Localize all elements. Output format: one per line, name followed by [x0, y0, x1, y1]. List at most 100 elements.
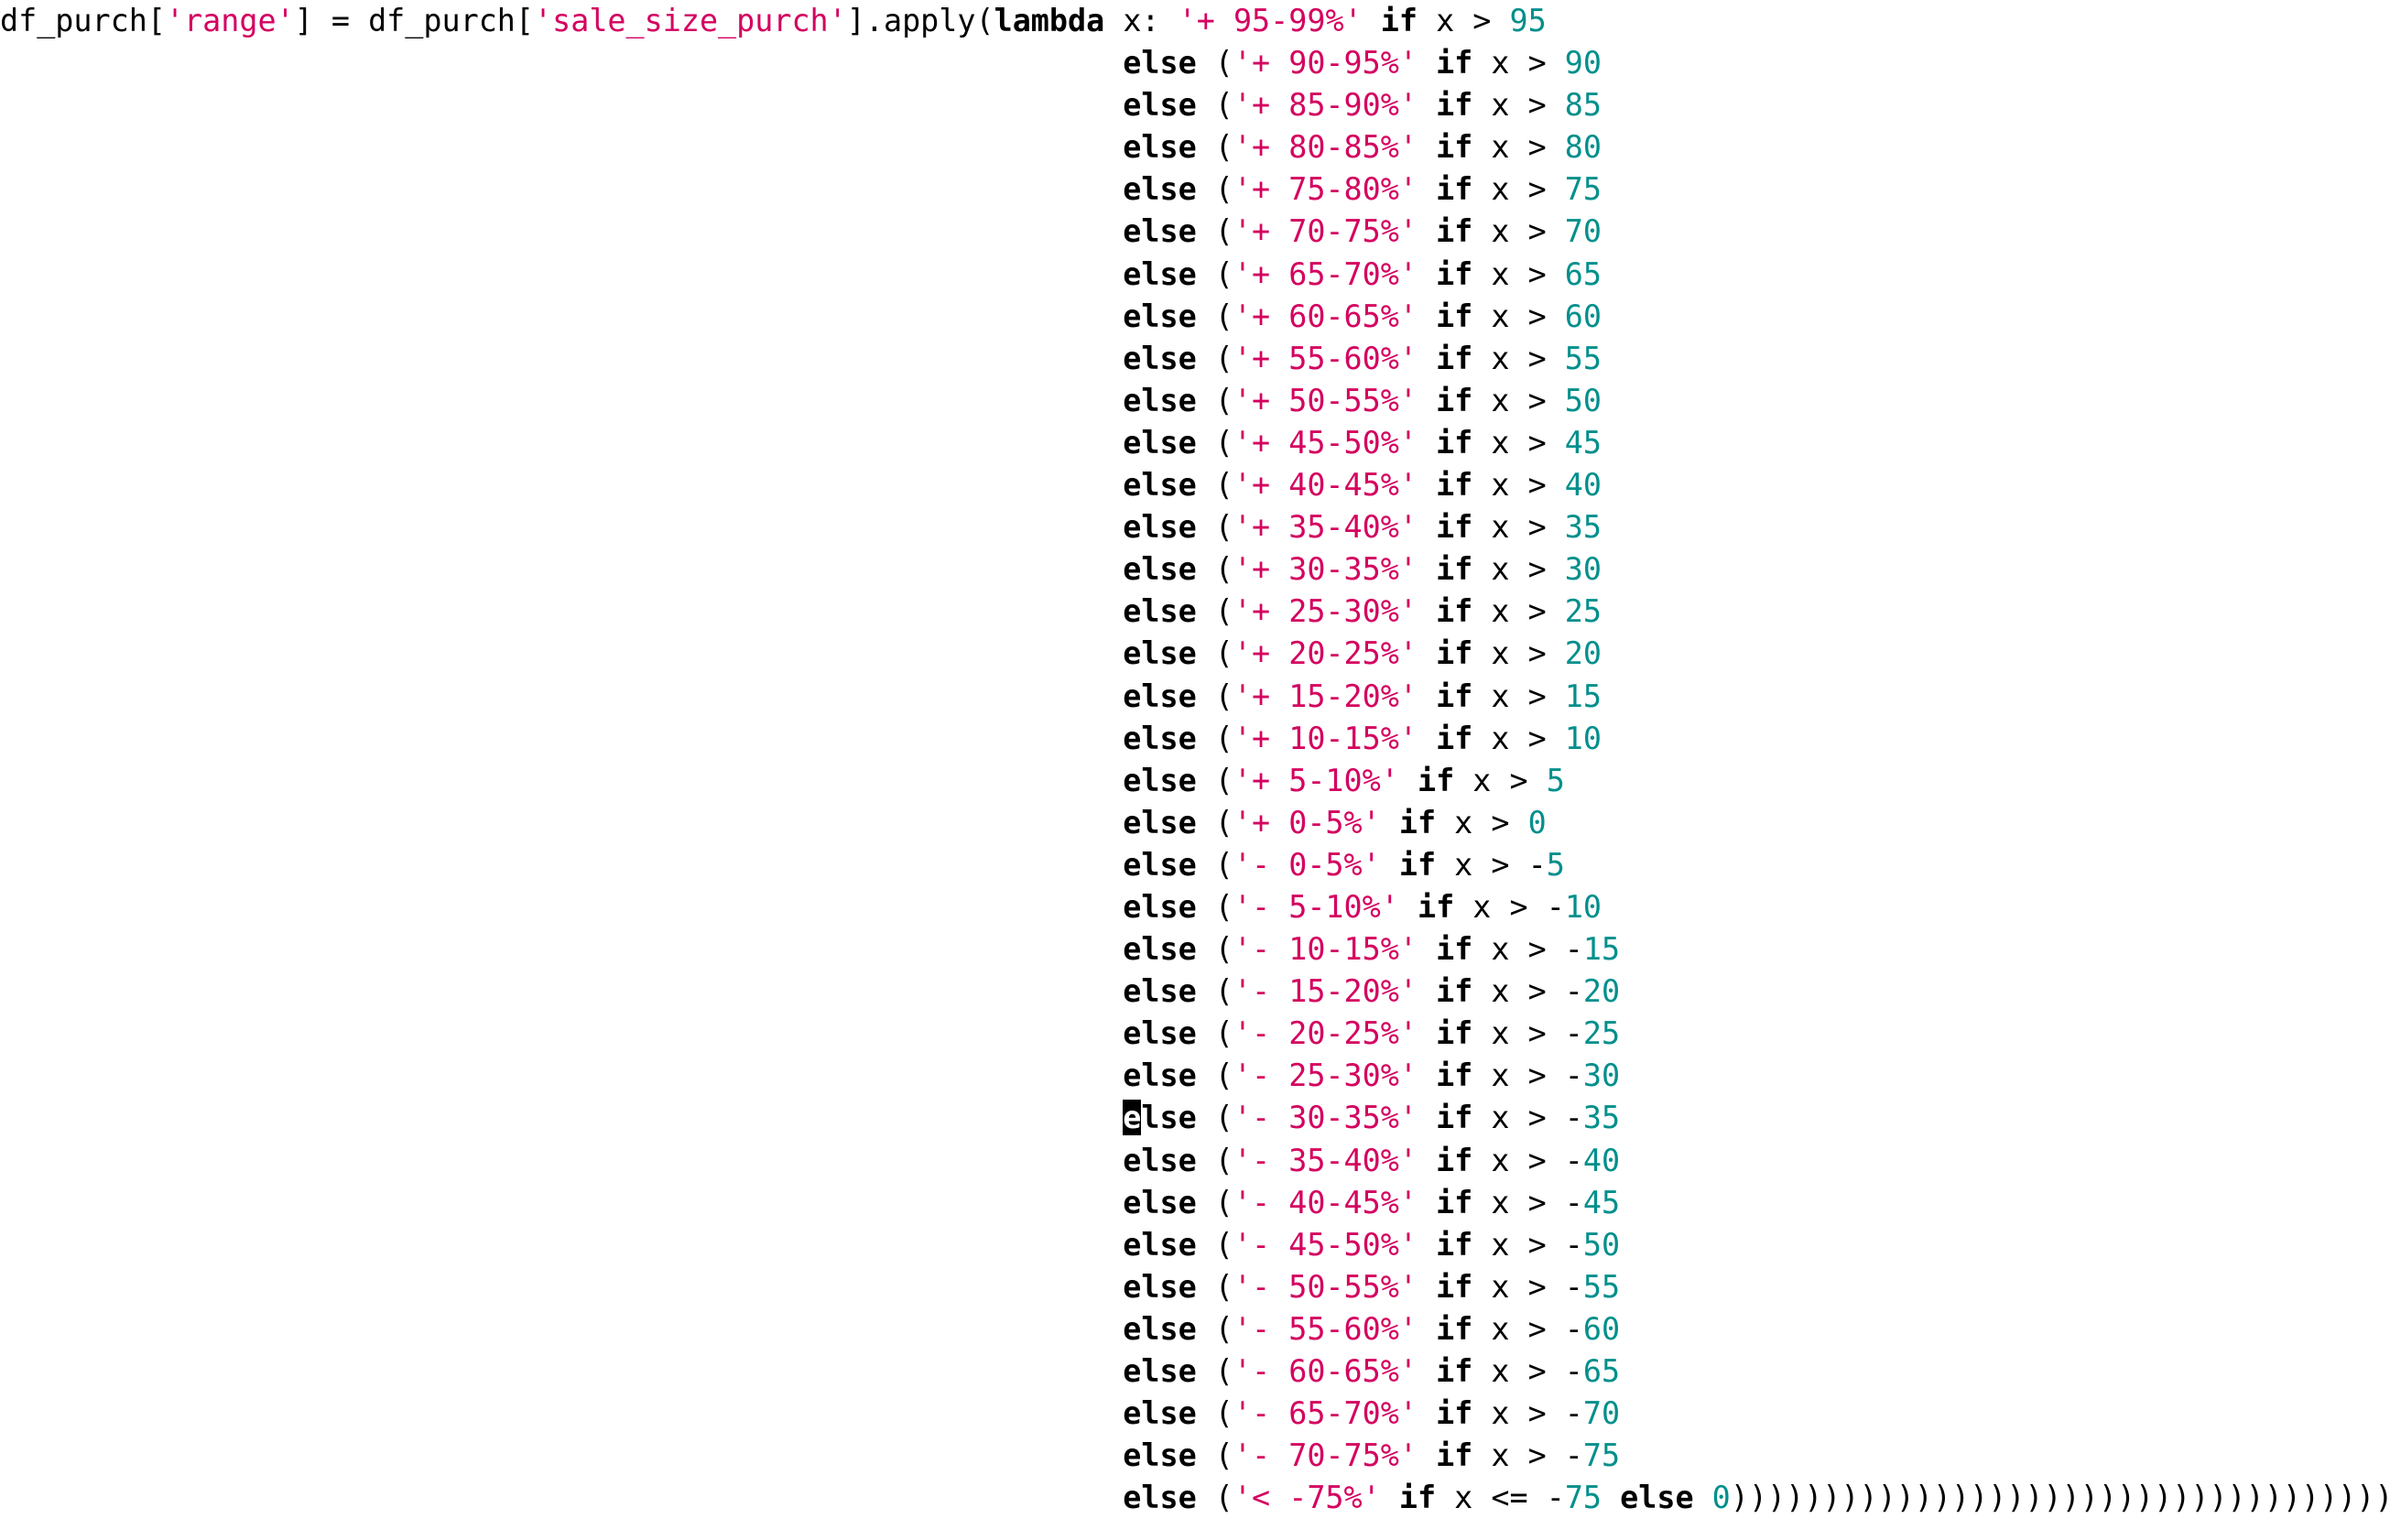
indent — [0, 551, 1123, 587]
indent — [0, 1395, 1123, 1431]
number-literal: 40 — [1564, 467, 1602, 504]
code-line[interactable]: else ('- 25-30%' if x > -30 — [0, 1055, 2390, 1097]
number-literal: 20 — [1564, 635, 1602, 672]
code-token: x > — [1472, 635, 1565, 672]
code-line[interactable]: else ('+ 55-60%' if x > 55 — [0, 338, 2390, 380]
code-token: ( — [1196, 45, 1233, 81]
code-line[interactable]: else ('- 0-5%' if x > -5 — [0, 844, 2390, 886]
number-literal: 0 — [1527, 804, 1547, 840]
code-line[interactable]: else ('- 65-70%' if x > -70 — [0, 1393, 2390, 1435]
code-token: ( — [1196, 298, 1233, 334]
keyword: else — [1123, 762, 1197, 798]
string-literal: '- 25-30%' — [1233, 1057, 1418, 1094]
keyword: else — [1123, 973, 1197, 1010]
keyword: if — [1436, 87, 1473, 124]
keyword: else — [1123, 804, 1197, 840]
code-token: ( — [1196, 593, 1233, 630]
keyword: lse — [1141, 1100, 1197, 1136]
code-line[interactable]: else ('+ 45-50%' if x > 45 — [0, 422, 2390, 464]
indent — [0, 45, 1123, 81]
code-token: ( — [1196, 1100, 1233, 1136]
code-line[interactable]: else ('+ 15-20%' if x > 15 — [0, 676, 2390, 718]
code-line[interactable]: else ('- 5-10%' if x > -10 — [0, 886, 2390, 928]
code-line[interactable]: else ('+ 20-25%' if x > 20 — [0, 633, 2390, 675]
code-token: ( — [1196, 1437, 1233, 1474]
code-line[interactable]: df_purch['range'] = df_purch['sale_size_… — [0, 0, 2390, 42]
code-line[interactable]: else ('- 40-45%' if x > -45 — [0, 1182, 2390, 1224]
code-token: x > - — [1472, 1353, 1583, 1389]
code-token: x > — [1472, 171, 1565, 208]
code-line[interactable]: else ('+ 50-55%' if x > 50 — [0, 380, 2390, 422]
keyword: if — [1436, 593, 1473, 630]
keyword: else — [1123, 340, 1197, 376]
code-line[interactable]: else ('- 10-15%' if x > -15 — [0, 928, 2390, 971]
code-line[interactable]: else ('+ 40-45%' if x > 40 — [0, 464, 2390, 506]
code-line[interactable]: else ('+ 90-95%' if x > 90 — [0, 42, 2390, 84]
code-line[interactable]: else ('- 20-25%' if x > -25 — [0, 1013, 2390, 1055]
keyword: if — [1417, 762, 1455, 798]
code-line[interactable]: else ('+ 25-30%' if x > 25 — [0, 591, 2390, 633]
code-line[interactable]: else ('- 50-55%' if x > -55 — [0, 1266, 2390, 1308]
closing-parens: )))))))))))))))))))))))))))))))))))) — [1730, 1480, 2390, 1516]
number-literal: 55 — [1564, 340, 1602, 376]
keyword: if — [1436, 129, 1473, 166]
code-line[interactable]: else ('- 35-40%' if x > -40 — [0, 1140, 2390, 1182]
code-line[interactable]: else ('+ 85-90%' if x > 85 — [0, 84, 2390, 126]
code-token: x > - — [1436, 846, 1547, 883]
code-token: x > — [1472, 213, 1565, 250]
code-token: x > — [1472, 467, 1565, 504]
code-token: x > - — [1472, 973, 1583, 1010]
keyword: else — [1123, 1057, 1197, 1094]
code-token — [1418, 1015, 1436, 1051]
code-token: x > — [1454, 762, 1547, 798]
code-line[interactable]: else ('+ 65-70%' if x > 65 — [0, 254, 2390, 296]
number-literal: 65 — [1564, 255, 1602, 292]
indent — [0, 129, 1123, 165]
code-token — [1418, 87, 1436, 123]
code-token: ( — [1196, 87, 1233, 124]
code-line[interactable]: else ('- 60-65%' if x > -65 — [0, 1350, 2390, 1393]
code-token: ( — [1196, 1268, 1233, 1305]
keyword: if — [1436, 1100, 1473, 1136]
code-token — [1418, 341, 1436, 376]
string-literal: '- 35-40%' — [1233, 1142, 1418, 1178]
string-literal: '- 45-50%' — [1233, 1226, 1418, 1263]
code-line[interactable]: else ('+ 60-65%' if x > 60 — [0, 296, 2390, 338]
keyword: else — [1123, 720, 1197, 756]
indent — [0, 1269, 1123, 1305]
code-line[interactable]: else ('+ 30-35%' if x > 30 — [0, 548, 2390, 591]
keyword: if — [1436, 1015, 1473, 1052]
code-line[interactable]: else ('- 55-60%' if x > -60 — [0, 1308, 2390, 1350]
code-token: ( — [1196, 382, 1233, 418]
string-literal: '+ 55-60%' — [1233, 340, 1418, 376]
code-token: x > — [1472, 129, 1565, 166]
number-literal: 30 — [1582, 1057, 1621, 1094]
code-token: x > — [1472, 593, 1565, 630]
code-token: ( — [1196, 509, 1233, 546]
keyword: if — [1436, 509, 1473, 546]
string-literal: '+ 60-65%' — [1233, 298, 1418, 334]
code-line[interactable]: else ('- 70-75%' if x > -75 — [0, 1435, 2390, 1477]
code-line[interactable]: else ('- 15-20%' if x > -20 — [0, 971, 2390, 1013]
code-token — [1418, 1185, 1436, 1220]
string-literal: 'range' — [165, 3, 295, 38]
code-token: x > - — [1472, 1310, 1583, 1347]
code-line[interactable]: else ('- 45-50%' if x > -50 — [0, 1224, 2390, 1266]
indent — [0, 1015, 1123, 1051]
code-line[interactable]: else ('+ 10-15%' if x > 10 — [0, 718, 2390, 760]
code-token — [1381, 805, 1399, 840]
code-line[interactable]: else ('- 30-35%' if x > -35 — [0, 1097, 2390, 1139]
code-line[interactable]: else ('+ 75-80%' if x > 75 — [0, 168, 2390, 211]
code-line[interactable]: else ('+ 35-40%' if x > 35 — [0, 506, 2390, 548]
code-line[interactable]: else ('< -75%' if x <= -75 else 0)))))))… — [0, 1477, 2390, 1519]
indent — [0, 1185, 1123, 1220]
code-line[interactable]: else ('+ 0-5%' if x > 0 — [0, 802, 2390, 844]
code-line[interactable]: else ('+ 5-10%' if x > 5 — [0, 760, 2390, 802]
number-literal: 25 — [1564, 593, 1602, 630]
code-line[interactable]: else ('+ 80-85%' if x > 80 — [0, 126, 2390, 168]
keyword: if — [1436, 1057, 1473, 1094]
keyword: if — [1417, 888, 1455, 925]
code-token — [1418, 256, 1436, 292]
code-line[interactable]: else ('+ 70-75%' if x > 70 — [0, 211, 2390, 253]
